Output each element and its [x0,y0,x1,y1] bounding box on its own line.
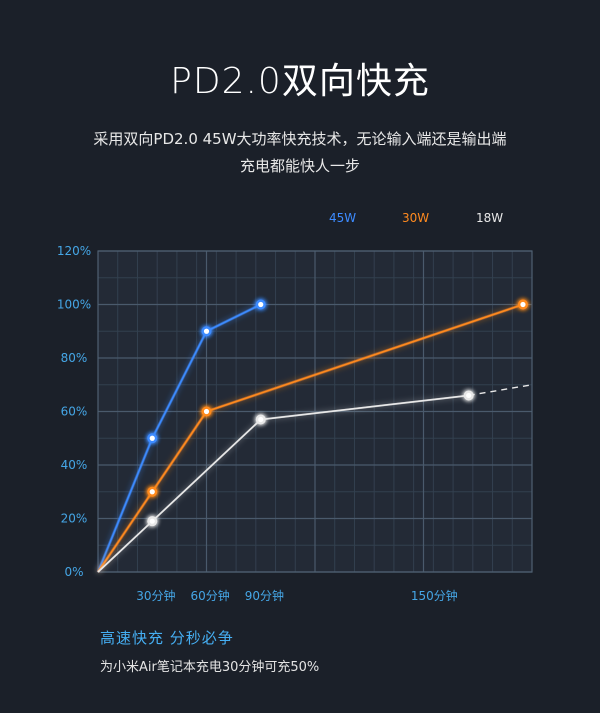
x-tick-label: 30分钟 [136,588,175,603]
x-tick-label: 60分钟 [190,588,229,603]
x-tick-label: 90分钟 [245,588,284,603]
legend-label-45W: 45W [329,211,356,225]
series-line [97,394,469,573]
plot-frame [97,250,533,573]
series-45W [96,299,266,573]
series-line [97,303,524,573]
data-point [520,301,526,308]
charging-note: 为小米Air笔记本充电30分钟可充50% [100,660,320,675]
data-point [203,328,210,334]
series-30W [96,299,528,573]
legend-label-18W: 18W [476,211,503,225]
data-point [149,489,155,495]
y-tick-label: 100% [57,298,91,312]
y-tick-label: 60% [61,405,88,419]
data-point [258,301,264,308]
tagline: 高速快充 分秒必争 [100,629,234,647]
page-subtitle: 采用双向PD2.0 45W大功率快充技术，无论输入端还是输出端 充电都能快人一步 [0,126,600,180]
y-tick-label: 40% [61,458,88,472]
series-18W [97,384,533,573]
data-point [203,408,210,415]
data-point [149,518,155,524]
subtitle-line-1: 采用双向PD2.0 45W大功率快充技术，无论输入端还是输出端 [93,130,507,148]
page-title: PD2.0双向快充 [170,61,430,102]
y-tick-label: 80% [61,351,88,365]
data-point [466,392,472,399]
y-tick-label: 120% [57,244,91,258]
data-point [258,416,264,423]
series-line [97,303,262,573]
subtitle-line-2: 充电都能快人一步 [239,157,360,175]
x-tick-label: 150分钟 [411,588,458,603]
legend-label-30W: 30W [402,211,429,225]
y-tick-label: 0% [64,565,83,579]
y-tick-label: 20% [61,512,88,526]
data-point [149,435,155,441]
charging-chart: 0%20%40%60%80%100%120%30分钟 60分钟 90分钟 150分钟 … [57,211,533,603]
